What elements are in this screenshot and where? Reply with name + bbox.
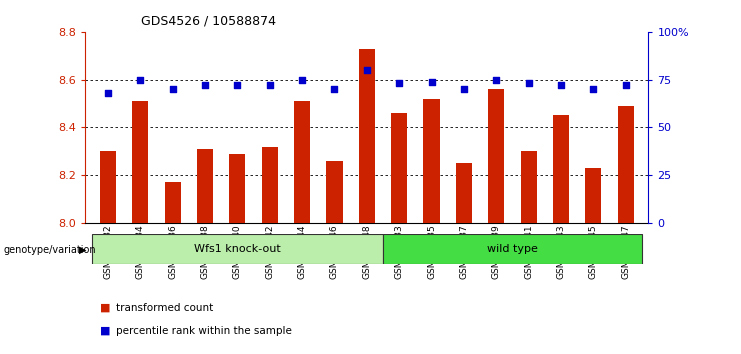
Text: Wfs1 knock-out: Wfs1 knock-out: [194, 244, 281, 254]
Text: transformed count: transformed count: [116, 303, 213, 313]
Point: [522, 81, 534, 86]
Point: [491, 77, 502, 82]
Bar: [326, 161, 342, 223]
Bar: [553, 115, 569, 223]
Bar: [585, 168, 602, 223]
Bar: [520, 151, 536, 223]
Point: [199, 82, 211, 88]
Point: [231, 82, 243, 88]
Point: [328, 86, 340, 92]
Point: [393, 81, 405, 86]
Text: ■: ■: [100, 303, 110, 313]
Bar: [262, 147, 278, 223]
Bar: [359, 48, 375, 223]
Bar: [618, 106, 634, 223]
Point: [652, 77, 664, 82]
Point: [102, 90, 114, 96]
Point: [264, 82, 276, 88]
Text: ■: ■: [100, 326, 110, 336]
Bar: [423, 99, 439, 223]
Bar: [165, 182, 181, 223]
Text: GDS4526 / 10588874: GDS4526 / 10588874: [141, 14, 276, 27]
Point: [588, 86, 599, 92]
Text: ▶: ▶: [79, 245, 87, 255]
Point: [458, 86, 470, 92]
Point: [167, 86, 179, 92]
Point: [134, 77, 146, 82]
Bar: [383, 234, 642, 264]
Bar: [100, 151, 116, 223]
Text: genotype/variation: genotype/variation: [4, 245, 96, 255]
Bar: [391, 113, 408, 223]
Bar: [197, 149, 213, 223]
Point: [555, 82, 567, 88]
Text: wild type: wild type: [487, 244, 538, 254]
Bar: [132, 101, 148, 223]
Point: [296, 77, 308, 82]
Bar: [294, 101, 310, 223]
Point: [619, 82, 631, 88]
Point: [425, 79, 437, 84]
Point: [361, 67, 373, 73]
Text: percentile rank within the sample: percentile rank within the sample: [116, 326, 292, 336]
Bar: [229, 154, 245, 223]
Bar: [456, 163, 472, 223]
Bar: [488, 89, 505, 223]
Bar: [92, 234, 383, 264]
